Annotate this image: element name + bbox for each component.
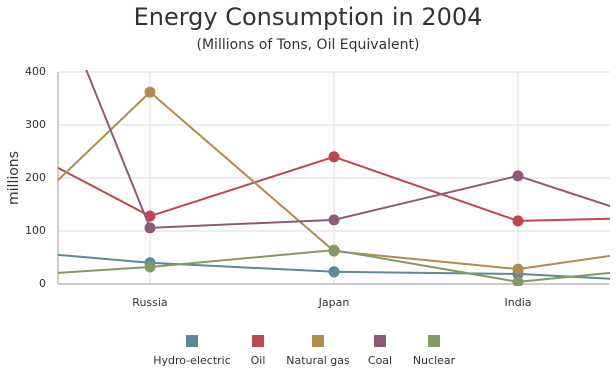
point-marker xyxy=(512,263,524,275)
point-marker xyxy=(328,266,340,278)
series-line xyxy=(58,155,610,222)
legend-label: Nuclear xyxy=(413,354,456,367)
point-marker xyxy=(328,214,340,226)
y-tick-label: 100 xyxy=(25,224,46,237)
point-marker xyxy=(512,276,524,286)
plot-area xyxy=(58,70,610,286)
point-marker xyxy=(512,170,524,182)
point-marker xyxy=(512,215,524,227)
x-tick-label: India xyxy=(505,296,532,309)
point-marker xyxy=(328,151,340,163)
legend-swatch xyxy=(186,335,198,347)
legend-swatch xyxy=(252,335,264,347)
point-marker xyxy=(144,261,156,273)
legend-swatch xyxy=(374,335,386,347)
chart-subtitle: (Millions of Tons, Oil Equivalent) xyxy=(197,37,420,53)
point-marker xyxy=(144,86,156,98)
y-tick-label: 0 xyxy=(39,277,46,290)
point-marker xyxy=(144,222,156,234)
series-line xyxy=(85,70,610,229)
legend-label: Oil xyxy=(251,354,266,367)
series-line xyxy=(58,90,610,271)
chart-title: Energy Consumption in 2004 xyxy=(134,3,483,31)
point-marker xyxy=(328,244,340,256)
y-axis-title: millions xyxy=(6,151,22,205)
x-tick-label: Japan xyxy=(318,296,350,309)
legend-swatch xyxy=(428,335,440,347)
y-tick-label: 400 xyxy=(25,65,46,78)
y-tick-label: 300 xyxy=(25,118,46,131)
y-tick-label: 200 xyxy=(25,171,46,184)
legend-swatch xyxy=(312,335,324,347)
series-line xyxy=(58,249,610,283)
labels: 0 100 200 300 400 Russia Japan India Hydro-elect… xyxy=(25,65,532,367)
legend-label: Coal xyxy=(368,354,392,367)
legend-label: Natural gas xyxy=(286,354,350,367)
legend-label: Hydro-electric xyxy=(153,354,231,367)
x-tick-label: Russia xyxy=(132,296,167,309)
